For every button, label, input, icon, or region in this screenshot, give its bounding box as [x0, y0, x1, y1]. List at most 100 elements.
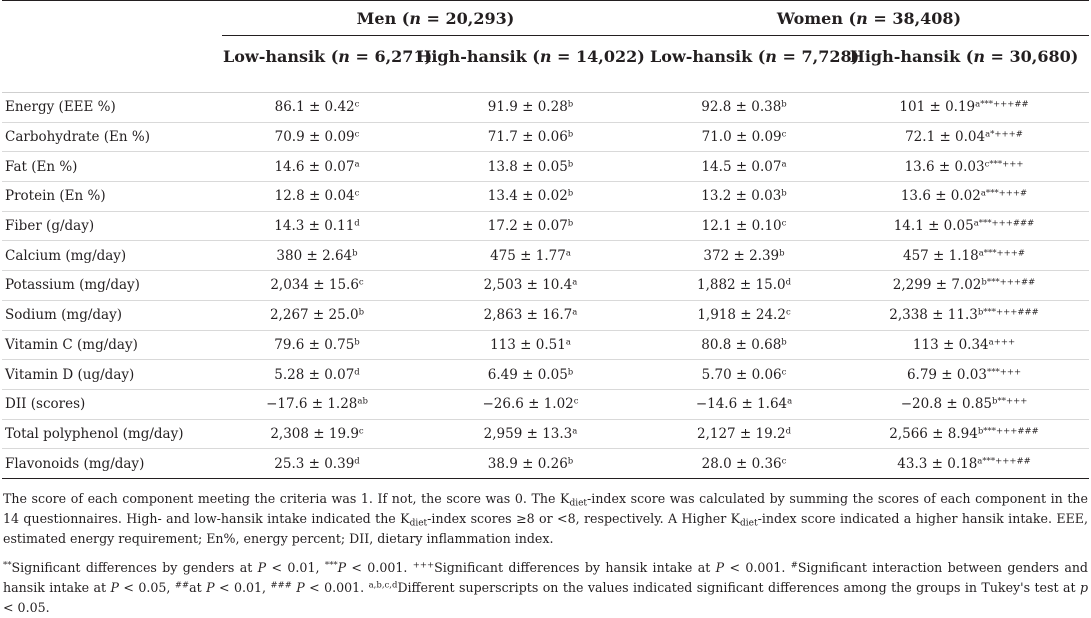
value-cell: 2,127 ± 19.2d — [649, 419, 840, 450]
cell-superscript: b — [567, 159, 574, 170]
cell-superscript: c — [781, 129, 787, 140]
cell-value: 13.4 ± 0.02 — [487, 188, 568, 205]
cell-value: 14.3 ± 0.11 — [274, 218, 355, 235]
value-cell: 6.49 ± 0.05b — [412, 359, 650, 390]
cell-value: 14.5 ± 0.07 — [701, 158, 782, 175]
cell-superscript: a — [565, 248, 571, 259]
value-cell: 13.2 ± 0.03b — [649, 181, 840, 212]
subheader-women-low: Low-hansik (n = 7,728) — [650, 46, 860, 66]
cell-value: 13.6 ± 0.02 — [900, 188, 981, 205]
cell-superscript: a — [354, 159, 360, 170]
value-cell: 38.9 ± 0.26b — [412, 448, 650, 480]
table-row: Carbohydrate (En %) 70.9 ± 0.09c 71.7 ± 0.… — [2, 122, 1090, 153]
cell-value: 14.6 ± 0.07 — [274, 158, 355, 175]
value-cell: −20.8 ± 0.85b**+++ — [839, 389, 1090, 420]
table-row: Vitamin D (ug/day) 5.28 ± 0.07d 6.49 ± 0.0… — [2, 359, 1090, 390]
cell-value: 475 ± 1.77 — [490, 247, 566, 264]
cell-superscript: c — [358, 277, 364, 288]
cell-superscript: a — [781, 159, 787, 170]
value-cell: 86.1 ± 0.42c — [222, 92, 412, 123]
cell-superscript: b — [358, 307, 365, 318]
cell-superscript: c — [573, 396, 579, 407]
cell-value: 13.6 ± 0.03 — [904, 158, 985, 175]
value-cell: 113 ± 0.34a+++ — [839, 330, 1090, 361]
row-label: Energy (EEE %) — [2, 92, 222, 123]
cell-superscript: a — [565, 337, 571, 348]
cell-superscript: ***+++ — [986, 366, 1022, 377]
cell-value: 2,127 ± 19.2 — [696, 425, 786, 442]
table-row: Sodium (mg/day) 2,267 ± 25.0b 2,863 ± 16.7… — [2, 300, 1090, 331]
cell-superscript: a+++ — [988, 337, 1016, 348]
cell-value: 113 ± 0.34 — [912, 336, 989, 353]
value-cell: 5.28 ± 0.07d — [222, 359, 412, 390]
row-label: Protein (En %) — [2, 181, 222, 212]
cell-value: 2,863 ± 16.7 — [483, 307, 573, 324]
value-cell: −17.6 ± 1.28ab — [222, 389, 412, 420]
value-cell: 25.3 ± 0.39d — [222, 448, 412, 480]
value-cell: 2,503 ± 10.4a — [412, 270, 650, 301]
value-cell: 70.9 ± 0.09c — [222, 122, 412, 153]
header-divider — [2, 76, 1090, 93]
cell-superscript: c — [781, 366, 787, 377]
cell-superscript: b — [781, 188, 787, 199]
row-label: Calcium (mg/day) — [2, 240, 222, 272]
row-label: Vitamin D (ug/day) — [2, 359, 222, 390]
table-row: Potassium (mg/day) 2,034 ± 15.6c 2,503 ± 1… — [2, 270, 1090, 301]
table-footnotes: The score of each component meeting the … — [0, 479, 1091, 618]
cell-value: 25.3 ± 0.39 — [274, 455, 355, 472]
table-body: Energy (EEE %) 86.1 ± 0.42c 91.9 ± 0.28b 92… — [2, 92, 1090, 480]
cell-superscript: b***+++## — [981, 277, 1036, 288]
value-cell: 1,882 ± 15.0d — [649, 270, 840, 301]
cell-superscript: a***+++# — [980, 188, 1028, 199]
cell-value: 2,299 ± 7.02 — [892, 277, 982, 294]
cell-superscript: d — [785, 277, 792, 288]
value-cell: 113 ± 0.51a — [412, 330, 650, 361]
value-cell: 2,338 ± 11.3b***+++### — [839, 300, 1090, 331]
cell-superscript: a — [572, 277, 578, 288]
cell-superscript: d — [354, 366, 360, 377]
nutrient-table: Men (n = 20,293) Women (n = 38,408) Low-… — [2, 0, 1090, 480]
cell-value: 79.6 ± 0.75 — [274, 336, 355, 353]
cell-value: 91.9 ± 0.28 — [487, 99, 568, 116]
cell-superscript: c — [785, 307, 791, 318]
value-cell: 475 ± 1.77a — [412, 240, 650, 272]
table-row: Total polyphenol (mg/day) 2,308 ± 19.9c 2,… — [2, 419, 1090, 450]
value-cell: 17.2 ± 0.07b — [412, 211, 650, 242]
cell-value: 6.49 ± 0.05 — [487, 366, 568, 383]
value-cell: 2,566 ± 8.94b***+++### — [839, 419, 1090, 450]
value-cell: 72.1 ± 0.04a*+++# — [839, 122, 1090, 153]
value-cell: 14.5 ± 0.07a — [649, 151, 840, 183]
cell-superscript: b — [567, 456, 574, 467]
cell-value: 71.0 ± 0.09 — [701, 129, 782, 146]
row-label: Total polyphenol (mg/day) — [2, 419, 222, 450]
value-cell: 12.1 ± 0.10c — [649, 211, 840, 242]
cell-value: 2,566 ± 8.94 — [889, 425, 978, 442]
cell-value: 13.2 ± 0.03 — [701, 188, 782, 205]
group-header-men: Men (n = 20,293) — [222, 0, 650, 36]
value-cell: 13.6 ± 0.03c***+++ — [839, 151, 1090, 183]
cell-superscript: b — [567, 129, 574, 140]
cell-value: 14.1 ± 0.05 — [893, 218, 974, 235]
row-label: Fat (En %) — [2, 151, 222, 183]
value-cell: 2,959 ± 13.3a — [412, 419, 650, 450]
value-cell: 80.8 ± 0.68b — [649, 330, 840, 361]
group-header-women: Women (n = 38,408) — [649, 0, 1090, 36]
table-row: Fiber (g/day) 14.3 ± 0.11d 17.2 ± 0.07b 12.… — [2, 211, 1090, 242]
value-cell: 13.6 ± 0.02a***+++# — [839, 181, 1090, 212]
value-cell: 101 ± 0.19a***+++## — [839, 92, 1090, 123]
table-row: Vitamin C (mg/day) 79.6 ± 0.75b 113 ± 0.51… — [2, 330, 1090, 361]
cell-value: 5.70 ± 0.06 — [701, 366, 782, 383]
value-cell: 14.1 ± 0.05a***+++### — [839, 211, 1090, 242]
footnote-significance: **Significant differences by genders at … — [3, 560, 1088, 616]
corner-cell — [2, 36, 222, 77]
cell-value: 5.28 ± 0.07 — [274, 366, 355, 383]
cell-value: 2,959 ± 13.3 — [483, 425, 573, 442]
value-cell: 13.4 ± 0.02b — [412, 181, 650, 212]
subheader-women-high: High-hansik (n = 30,680) — [849, 46, 1079, 66]
cell-superscript: b — [779, 248, 785, 259]
cell-superscript: a — [787, 396, 793, 407]
row-label: Potassium (mg/day) — [2, 270, 222, 301]
group-header-row: Men (n = 20,293) Women (n = 38,408) — [2, 0, 1090, 36]
cell-superscript: a — [572, 426, 578, 437]
